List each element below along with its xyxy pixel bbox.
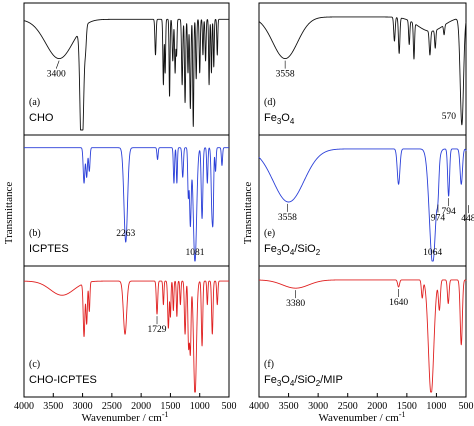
col1-panel2-sample-name-part: /MIP bbox=[320, 374, 343, 386]
col1-x-tick-label: 500 bbox=[459, 401, 474, 412]
col1-panel0-annotation-label: 3558 bbox=[276, 70, 295, 80]
col0-x-tick-label: 2500 bbox=[102, 401, 122, 412]
col1-panel0-letter: (d) bbox=[264, 97, 276, 108]
col0-panel0-sample-name: CHO bbox=[29, 112, 54, 124]
panel-labels: (a)CHO(b)ICPTES(c)CHO-ICPTES(d)Fe3O4(e)F… bbox=[29, 97, 343, 388]
col0-panel0-spectrum-line bbox=[23, 18, 230, 131]
col1-panel1-letter: (e) bbox=[264, 228, 275, 239]
col1-panel2-annotation-label: 1640 bbox=[389, 298, 408, 308]
col0-panel2-frame bbox=[23, 265, 230, 398]
col1-x-tick-label: 1500 bbox=[397, 401, 417, 412]
col0-x-tick-label: 3000 bbox=[73, 401, 93, 412]
axis-titles: Transmittance Transmittance Wavenumber /… bbox=[3, 182, 406, 424]
col1-x-tick-label: 3500 bbox=[279, 401, 299, 412]
col0-panel1-annotation-label: 1081 bbox=[185, 248, 204, 258]
col0-panel0-annotation-leader bbox=[55, 60, 60, 69]
col1-panel1-spectrum-line bbox=[258, 148, 467, 262]
col1-x-tick-label: 1000 bbox=[426, 401, 446, 412]
col0-panel2-sample-name-part: CHO-ICPTES bbox=[29, 374, 97, 386]
col1-panel0-sample-name: Fe3O4 bbox=[264, 112, 295, 126]
spectra bbox=[23, 16, 467, 393]
col0-panel1-sample-name-part: ICPTES bbox=[29, 243, 69, 255]
col1-panel2-sample-name-part: /SiO bbox=[294, 374, 316, 386]
col0-panel1-letter: (b) bbox=[29, 228, 41, 239]
col1-panel1-annotation-label: 1064 bbox=[423, 248, 442, 258]
col1-panel2-sample-name-part: 3 bbox=[277, 379, 282, 388]
col1-panel0-sample-name-part: Fe bbox=[264, 112, 277, 124]
x-axis-ticks: 4000 3500 3000 2500 2000 1500 1000 500 4000 3500 3… bbox=[14, 393, 474, 412]
col1-panel2-frame bbox=[258, 265, 467, 398]
col1-panel2-sample-name-part: 2 bbox=[316, 379, 321, 388]
col1-x-tick-label: 3000 bbox=[308, 401, 328, 412]
col1-panel1-sample-name-part: Fe bbox=[264, 243, 277, 255]
col1-panel1-sample-name-part: 4 bbox=[290, 248, 295, 257]
col0-panel2-letter: (c) bbox=[29, 359, 40, 370]
col0-x-tick-label: 4000 bbox=[14, 401, 34, 412]
col1-panel2-sample-name: Fe3O4/SiO2/MIP bbox=[264, 374, 343, 388]
col1-panel0-spectrum-line bbox=[258, 16, 467, 126]
col1-panel0-sample-name-part: 3 bbox=[277, 117, 282, 126]
col0-panel0-annotation-label: 3400 bbox=[47, 70, 66, 80]
col1-x-tick-label: 4000 bbox=[249, 401, 269, 412]
col0-x-tick-label: 500 bbox=[222, 401, 237, 412]
col1-panel1-annotation-label: 794 bbox=[441, 207, 456, 217]
col0-x-tick-label: 1000 bbox=[190, 401, 210, 412]
col1-panel1-sample-name-part: O bbox=[281, 243, 290, 255]
col1-x-tick-label: 2000 bbox=[367, 401, 387, 412]
col1-panel2-annotation-label: 3380 bbox=[286, 299, 305, 309]
col1-panel2-sample-name-part: 4 bbox=[290, 379, 295, 388]
plot-frames bbox=[23, 2, 467, 398]
col0-panel2-sample-name: CHO-ICPTES bbox=[29, 374, 97, 386]
col0-panel0-letter: (a) bbox=[29, 97, 40, 108]
col1-panel2-letter: (f) bbox=[264, 359, 274, 370]
col1-panel1-sample-name: Fe3O4/SiO2 bbox=[264, 243, 321, 257]
col0-panel1-annotation-label: 2263 bbox=[116, 229, 135, 239]
col0-panel2-spectrum-line bbox=[23, 280, 230, 393]
col1-panel0-sample-name-part: 4 bbox=[290, 117, 295, 126]
col0-panel0-sample-name-part: CHO bbox=[29, 112, 54, 124]
col1-panel1-sample-name-part: 2 bbox=[316, 248, 321, 257]
col1-panel1-frame bbox=[258, 134, 467, 267]
col1-panel2-sample-name-part: O bbox=[281, 374, 290, 386]
col0-panel1-spectrum-line bbox=[23, 147, 230, 262]
col0-x-tick-label: 2000 bbox=[131, 401, 151, 412]
col0-panel1-sample-name: ICPTES bbox=[29, 243, 69, 255]
col0-x-tick-label: 3500 bbox=[43, 401, 63, 412]
col1-panel1-sample-name-part: /SiO bbox=[294, 243, 316, 255]
y-axis-label-left: Transmittance bbox=[3, 182, 15, 245]
x-axis-label-right: Wavenumber / cm-1 bbox=[318, 410, 405, 424]
col1-panel1-annotation-label: 448 bbox=[461, 214, 474, 224]
col1-x-tick-label: 2500 bbox=[338, 401, 358, 412]
col0-panel2-annotation-label: 1729 bbox=[148, 325, 167, 335]
col1-panel2-sample-name-part: Fe bbox=[264, 374, 277, 386]
x-axis-label-left: Wavenumber / cm-1 bbox=[81, 410, 168, 424]
y-axis-label-right: Transmittance bbox=[242, 182, 254, 245]
col1-panel1-annotation-label: 974 bbox=[431, 214, 446, 224]
col1-panel1-annotation-label: 3558 bbox=[278, 213, 297, 223]
col0-x-tick-label: 1500 bbox=[160, 401, 180, 412]
col1-panel0-sample-name-part: O bbox=[281, 112, 290, 124]
col1-panel1-sample-name-part: 3 bbox=[277, 248, 282, 257]
col1-panel0-annotation-label: 570 bbox=[442, 112, 457, 122]
col1-panel2-spectrum-line bbox=[258, 279, 467, 393]
